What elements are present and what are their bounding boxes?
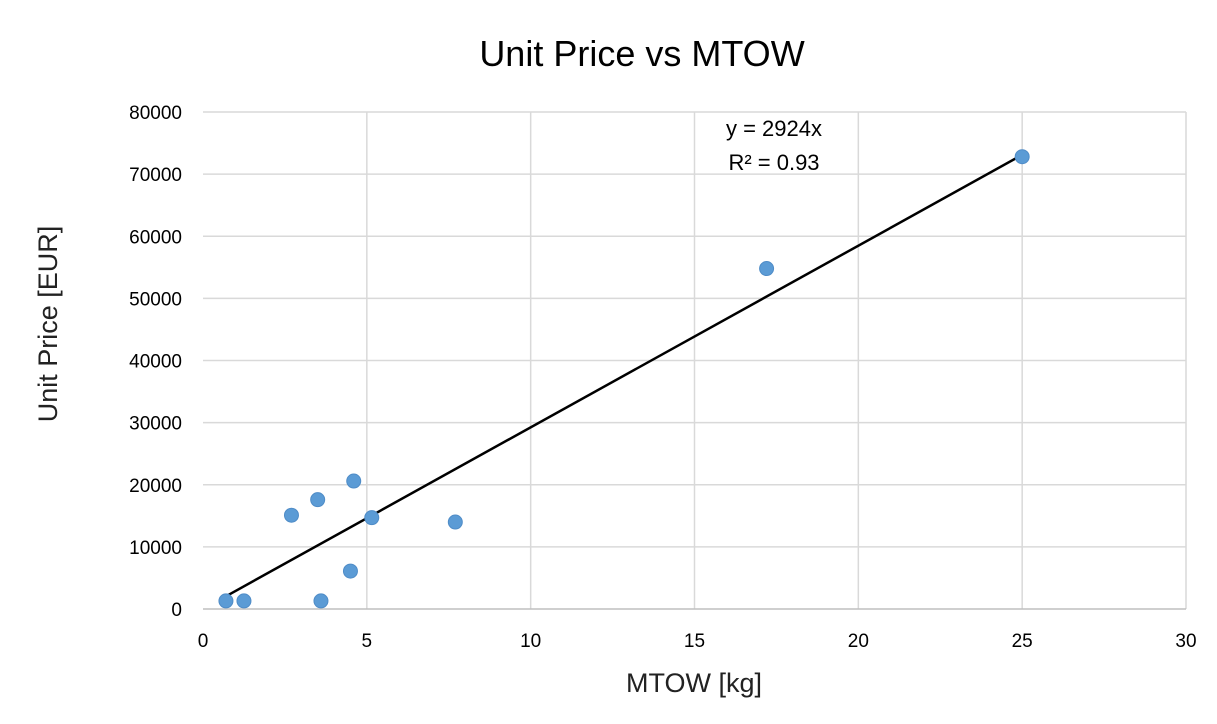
data-point: [346, 473, 362, 489]
chart-title: Unit Price vs MTOW: [479, 33, 804, 74]
data-point: [310, 492, 326, 508]
data-point: [759, 261, 775, 277]
data-point: [283, 507, 299, 523]
y-tick-labels: 0 10000 20000 30000 40000 50000 60000 70000 8000…: [129, 103, 182, 621]
y-tick-label: 70000: [129, 165, 182, 186]
x-tick-labels: 0 5 10 15 20 25 30: [198, 631, 1197, 652]
data-point: [447, 514, 463, 530]
x-tick-label: 5: [362, 631, 373, 652]
data-point: [313, 593, 329, 609]
y-tick-label: 80000: [129, 103, 182, 124]
gridlines: [203, 111, 1187, 609]
x-tick-label: 30: [1175, 631, 1196, 652]
y-tick-label: 0: [171, 600, 182, 621]
y-axis-label: Unit Price [EUR]: [33, 226, 63, 423]
trendline-r-squared: R² = 0.93: [728, 150, 819, 175]
x-tick-label: 25: [1012, 631, 1033, 652]
data-point: [218, 593, 234, 609]
trendline-equation: y = 2924x: [726, 116, 822, 141]
data-point: [236, 593, 252, 609]
x-tick-label: 20: [848, 631, 869, 652]
x-tick-label: 15: [684, 631, 705, 652]
data-point: [364, 510, 380, 526]
y-tick-label: 10000: [129, 538, 182, 559]
y-tick-label: 20000: [129, 476, 182, 497]
y-tick-label: 60000: [129, 227, 182, 248]
y-tick-label: 30000: [129, 414, 182, 435]
x-tick-label: 0: [198, 631, 209, 652]
trendline-line: [225, 153, 1023, 598]
x-tick-label: 10: [520, 631, 541, 652]
data-point: [342, 563, 358, 579]
data-point: [1014, 149, 1030, 165]
y-tick-label: 50000: [129, 289, 182, 310]
y-tick-label: 40000: [129, 352, 182, 373]
trendline: [225, 153, 1023, 598]
data-points: [218, 149, 1030, 609]
x-axis-label: MTOW [kg]: [626, 668, 762, 698]
